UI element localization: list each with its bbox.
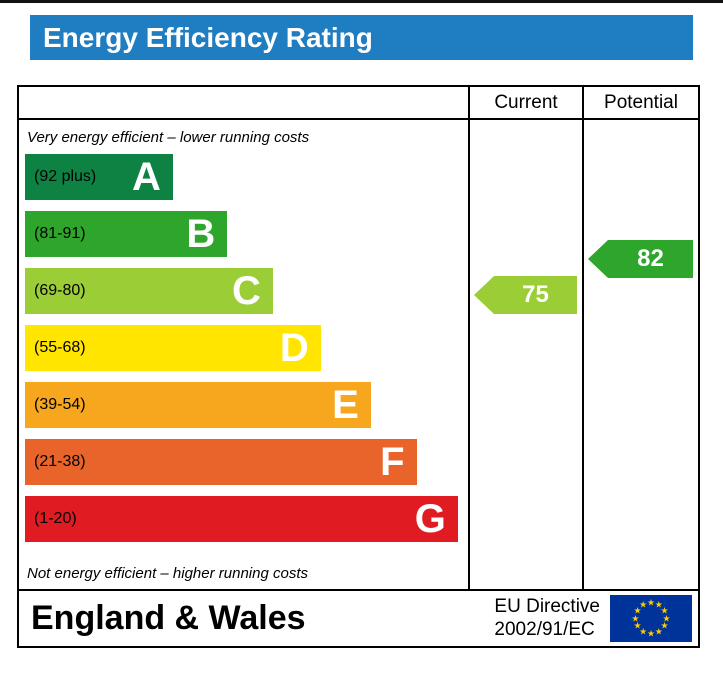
current-rating-column: 75 bbox=[468, 120, 582, 589]
band-range-label: (92 plus) bbox=[34, 168, 97, 185]
band-range-label: (55-68) bbox=[34, 339, 86, 356]
bottom-scale-note: Not energy efficient – higher running co… bbox=[27, 565, 308, 582]
band-letter: C bbox=[232, 269, 261, 313]
column-header-potential: Potential bbox=[582, 87, 698, 118]
current-rating-arrow: 75 bbox=[474, 276, 577, 314]
eu-directive-line1: EU Directive bbox=[494, 596, 600, 618]
band-row-f: (21-38) F bbox=[25, 439, 460, 485]
eu-star-icon: ★ bbox=[654, 626, 663, 637]
band-bar-g: (1-20) G bbox=[25, 496, 458, 542]
region-label: England & Wales bbox=[31, 599, 306, 637]
eu-star-icon: ★ bbox=[660, 605, 669, 616]
band-row-c: (69-80) C bbox=[25, 268, 460, 314]
eu-star-icon: ★ bbox=[646, 628, 656, 639]
eu-star-icon: ★ bbox=[654, 599, 663, 610]
eu-star-icon: ★ bbox=[639, 599, 648, 610]
potential-rating-column: 82 bbox=[582, 120, 698, 589]
band-bar-c: (69-80) C bbox=[25, 268, 273, 314]
band-row-a: (92 plus) A bbox=[25, 154, 460, 200]
eu-directive-line2: 2002/91/EC bbox=[494, 618, 595, 640]
eu-star-icon: ★ bbox=[633, 605, 642, 616]
eu-star-icon: ★ bbox=[639, 626, 648, 637]
band-bar-f: (21-38) F bbox=[25, 439, 417, 485]
eu-star-icon: ★ bbox=[633, 620, 642, 631]
band-row-b: (81-91) B bbox=[25, 211, 460, 257]
band-bar-a: (92 plus) A bbox=[25, 154, 173, 200]
band-letter: F bbox=[380, 440, 405, 484]
band-range-label: (1-20) bbox=[34, 510, 77, 527]
left-arrow-tip-icon bbox=[588, 240, 608, 278]
rating-bands-area: Very energy efficient – lower running co… bbox=[19, 120, 468, 589]
band-letter: B bbox=[186, 212, 216, 256]
band-letter: G bbox=[414, 497, 446, 541]
eu-directive-label: EU Directive 2002/91/EC bbox=[494, 596, 600, 641]
band-range-label: (39-54) bbox=[34, 396, 86, 413]
band-letter: E bbox=[332, 383, 359, 427]
table-header-row: Current Potential bbox=[19, 87, 698, 120]
top-scale-note: Very energy efficient – lower running co… bbox=[27, 129, 310, 146]
band-bar-d: (55-68) D bbox=[25, 325, 321, 371]
eu-star-icon: ★ bbox=[660, 620, 669, 631]
potential-rating-value: 82 bbox=[608, 240, 693, 278]
band-range-label: (21-38) bbox=[34, 453, 86, 470]
column-header-current: Current bbox=[468, 87, 582, 118]
band-range-label: (81-91) bbox=[34, 225, 86, 242]
rating-table: Current Potential Very energy efficient … bbox=[17, 85, 700, 648]
band-letter: D bbox=[279, 326, 309, 370]
eu-flag: ★ ★ ★ ★ ★ ★ ★ ★ ★ ★ ★ ★ bbox=[610, 595, 692, 642]
table-footer: England & Wales EU Directive 2002/91/EC … bbox=[19, 591, 698, 646]
eu-star-icon: ★ bbox=[646, 597, 656, 608]
table-body: Very energy efficient – lower running co… bbox=[19, 120, 698, 591]
band-bar-e: (39-54) E bbox=[25, 382, 371, 428]
band-letter: A bbox=[132, 155, 161, 199]
potential-rating-arrow: 82 bbox=[588, 240, 693, 278]
band-bar-b: (81-91) B bbox=[25, 211, 228, 257]
band-row-e: (39-54) E bbox=[25, 382, 460, 428]
eu-star-icon: ★ bbox=[662, 613, 671, 623]
page-title: Energy Efficiency Rating bbox=[30, 15, 693, 60]
top-border-line bbox=[0, 0, 723, 3]
band-row-d: (55-68) D bbox=[25, 325, 460, 371]
band-row-g: (1-20) G bbox=[25, 496, 460, 542]
band-range-label: (69-80) bbox=[34, 282, 86, 299]
left-arrow-tip-icon bbox=[474, 276, 494, 314]
current-rating-value: 75 bbox=[494, 276, 577, 314]
eu-star-icon: ★ bbox=[631, 613, 640, 623]
header-spacer bbox=[19, 87, 468, 118]
